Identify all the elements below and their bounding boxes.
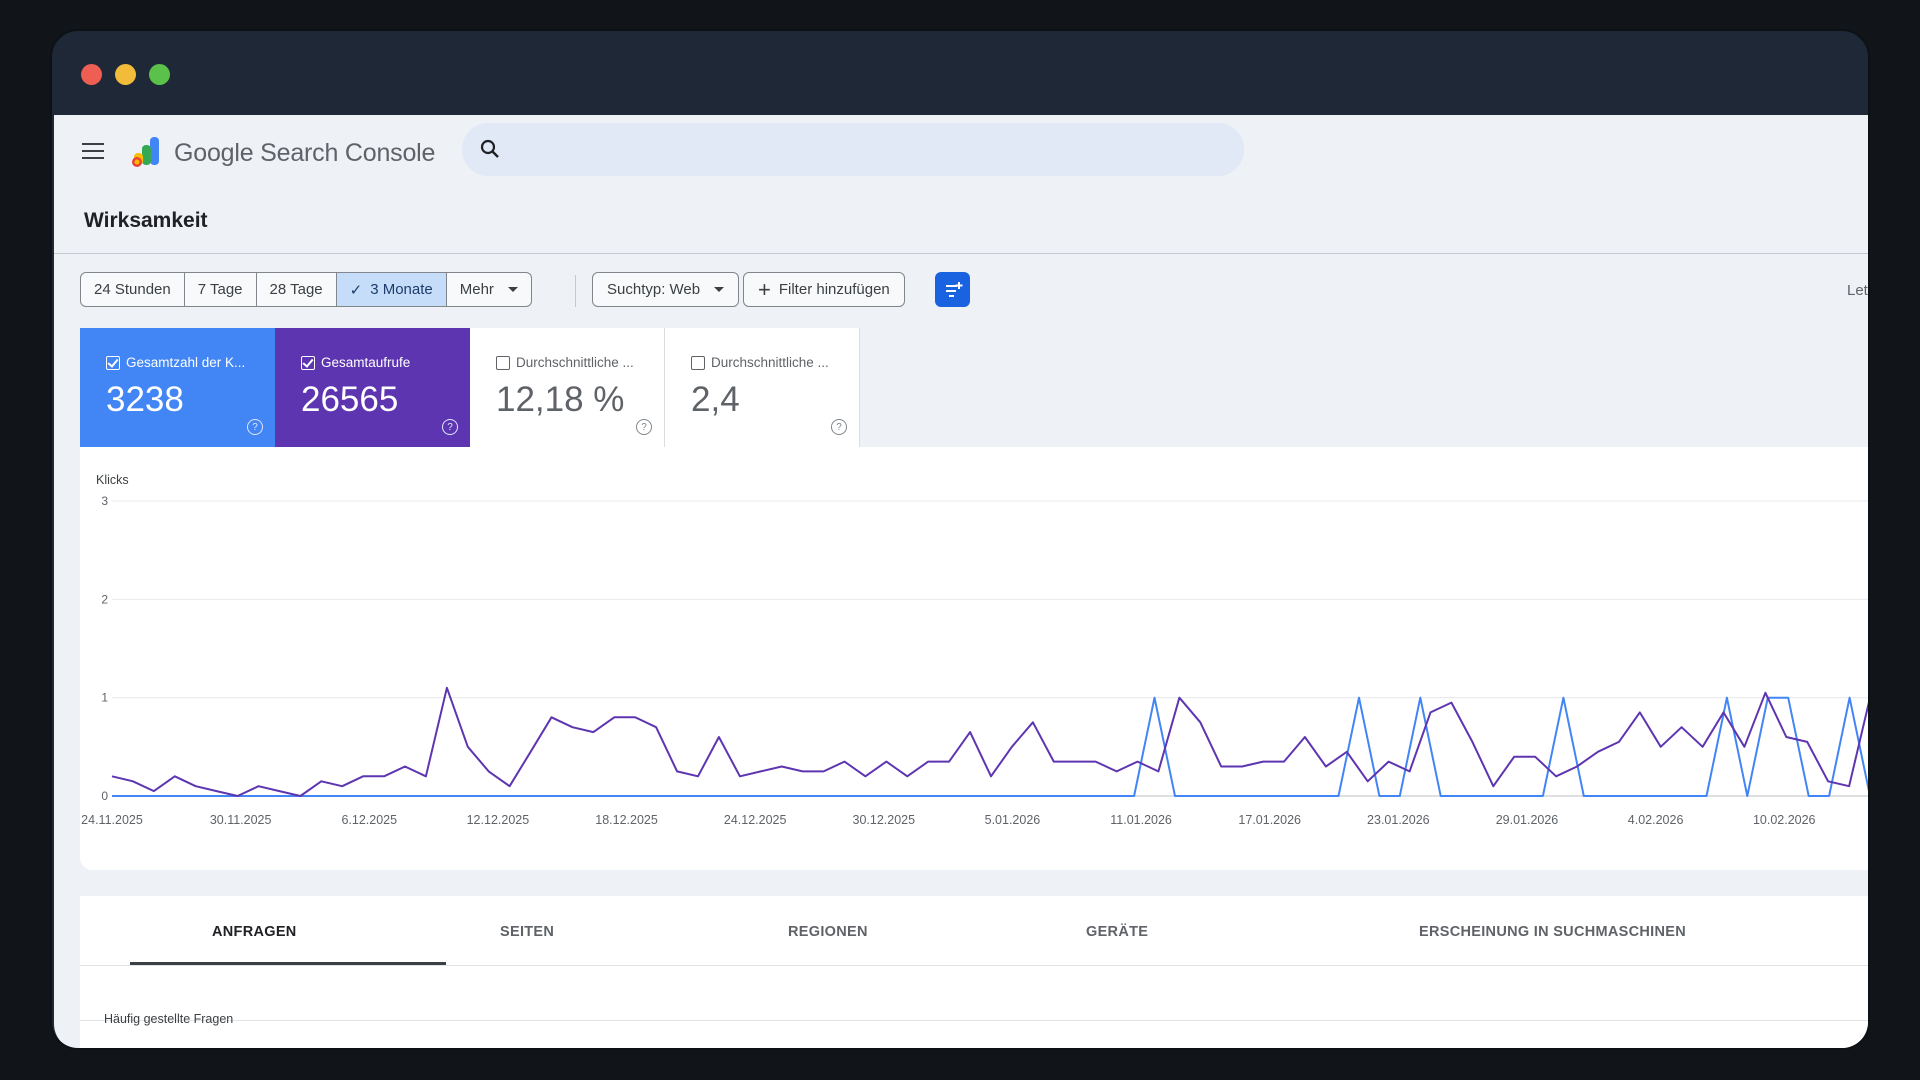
range-7d-button[interactable]: 7 Tage <box>185 273 257 306</box>
active-tab-indicator <box>130 962 446 965</box>
metric-header: Gesamtaufrufe <box>301 355 410 370</box>
metric-value: 2,4 <box>691 380 740 419</box>
metric-card-clicks[interactable]: Gesamtzahl der K... 3238 ? <box>80 328 275 447</box>
x-tick-label: 6.12.2025 <box>341 813 397 827</box>
metric-card-impressions[interactable]: Gesamtaufrufe 26565 ? <box>275 328 470 447</box>
range-24h-button[interactable]: 24 Stunden <box>81 273 185 306</box>
tabs-divider <box>80 965 1868 966</box>
y-tick-label: 2 <box>101 592 108 606</box>
close-window-button[interactable] <box>81 64 102 85</box>
metric-value: 3238 <box>106 380 184 419</box>
table-divider <box>80 1020 1868 1021</box>
dimension-tabs-panel: ANFRAGEN SEITEN REGIONEN GERÄTE ERSCHEIN… <box>80 896 1868 1048</box>
search-console-logo <box>132 137 159 167</box>
x-tick-label: 24.11.2025 <box>81 813 143 827</box>
date-range-selector: 24 Stunden 7 Tage 28 Tage ✓ 3 Monate Meh… <box>80 272 532 307</box>
search-type-label: Suchtyp: Web <box>607 281 701 298</box>
metric-label: Durchschnittliche ... <box>516 355 634 370</box>
help-icon[interactable]: ? <box>442 419 458 435</box>
page-title: Wirksamkeit <box>84 209 208 232</box>
x-tick-label: 30.12.2025 <box>853 813 916 827</box>
metric-value: 26565 <box>301 380 399 419</box>
filter-settings-button[interactable] <box>935 272 970 307</box>
maximize-window-button[interactable] <box>149 64 170 85</box>
metric-header: Durchschnittliche ... <box>691 355 829 370</box>
performance-chart-panel: Klicks 0 1 2 3 24.11.2025 30.11.2025 6.12.2025 1… <box>80 447 1870 870</box>
x-tick-label: 10.02.2026 <box>1753 813 1816 827</box>
faq-link[interactable]: Häufig gestellte Fragen <box>104 1012 234 1026</box>
x-tick-label: 11.01.2026 <box>1110 813 1172 827</box>
x-tick-label: 17.01.2026 <box>1238 813 1301 827</box>
range-3m-label: 3 Monate <box>370 281 433 298</box>
app-viewport: Google Search Console Wirksamkeit 24 Stu… <box>54 115 1870 1048</box>
minimize-window-button[interactable] <box>115 64 136 85</box>
x-tick-label: 4.02.2026 <box>1628 813 1684 827</box>
checkbox-icon <box>691 355 705 370</box>
y-axis-label: Klicks <box>96 473 129 487</box>
metric-header: Durchschnittliche ... <box>496 355 634 370</box>
tab-pages[interactable]: SEITEN <box>500 924 555 940</box>
checkmark-icon: ✓ <box>349 281 363 299</box>
series-line <box>111 686 1868 797</box>
tab-queries[interactable]: ANFRAGEN <box>212 924 297 940</box>
x-tick-label: 30.11.2025 <box>210 813 272 827</box>
header-divider <box>54 253 1868 254</box>
range-more-label: Mehr <box>459 281 494 298</box>
truncated-text: Let <box>1847 282 1868 299</box>
metric-cards: Gesamtzahl der K... 3238 ? Gesamtaufrufe… <box>80 328 860 447</box>
add-filter-button[interactable]: + Filter hinzufügen <box>743 272 905 307</box>
chevron-down-icon <box>507 287 518 292</box>
metric-label: Gesamtzahl der K... <box>126 355 246 370</box>
tab-devices[interactable]: GERÄTE <box>1086 924 1149 940</box>
range-3m-button[interactable]: ✓ 3 Monate <box>336 273 447 306</box>
search-input[interactable] <box>462 123 1244 176</box>
checkbox-icon <box>301 355 315 370</box>
series-line <box>112 696 1868 797</box>
x-tick-label: 18.12.2025 <box>595 813 658 827</box>
help-icon[interactable]: ? <box>831 419 847 435</box>
x-tick-label: 23.01.2026 <box>1367 813 1430 827</box>
y-tick-label: 3 <box>101 494 108 508</box>
performance-chart[interactable]: Klicks 0 1 2 3 24.11.2025 30.11.2025 6.12.2025 1… <box>80 447 1870 870</box>
browser-window: Google Search Console Wirksamkeit 24 Stu… <box>50 29 1870 1050</box>
search-type-dropdown[interactable]: Suchtyp: Web <box>592 272 740 307</box>
plus-icon: + <box>758 276 771 302</box>
range-28d-button[interactable]: 28 Tage <box>257 273 337 306</box>
chevron-down-icon <box>714 287 725 292</box>
checkbox-icon <box>496 355 510 370</box>
add-filter-label: Filter hinzufügen <box>778 281 890 298</box>
x-tick-label: 12.12.2025 <box>467 813 530 827</box>
search-icon <box>480 139 499 158</box>
menu-icon[interactable] <box>82 143 104 161</box>
metric-card-position[interactable]: Durchschnittliche ... 2,4 ? <box>665 328 860 447</box>
filter-settings-icon <box>945 281 962 297</box>
tab-search-appearance[interactable]: ERSCHEINUNG IN SUCHMASCHINEN <box>1419 924 1686 940</box>
tab-regions[interactable]: REGIONEN <box>788 924 868 940</box>
window-titlebar <box>52 31 1868 115</box>
checkbox-icon <box>106 355 120 370</box>
toolbar-separator <box>575 275 576 307</box>
brand-name: Google Search Console <box>174 139 436 167</box>
range-more-dropdown[interactable]: Mehr <box>447 273 531 306</box>
y-tick-label: 1 <box>101 691 108 705</box>
metric-label: Gesamtaufrufe <box>321 355 411 370</box>
help-icon[interactable]: ? <box>636 419 652 435</box>
x-tick-label: 29.01.2026 <box>1496 813 1559 827</box>
metric-label: Durchschnittliche ... <box>711 355 829 370</box>
x-tick-label: 24.12.2025 <box>724 813 787 827</box>
metric-card-ctr[interactable]: Durchschnittliche ... 12,18 % ? <box>470 328 665 447</box>
y-tick-label: 0 <box>101 789 108 803</box>
help-icon[interactable]: ? <box>247 419 263 435</box>
metric-value: 12,18 % <box>496 380 625 419</box>
x-tick-label: 5.01.2026 <box>985 813 1041 827</box>
metric-header: Gesamtzahl der K... <box>106 355 245 370</box>
